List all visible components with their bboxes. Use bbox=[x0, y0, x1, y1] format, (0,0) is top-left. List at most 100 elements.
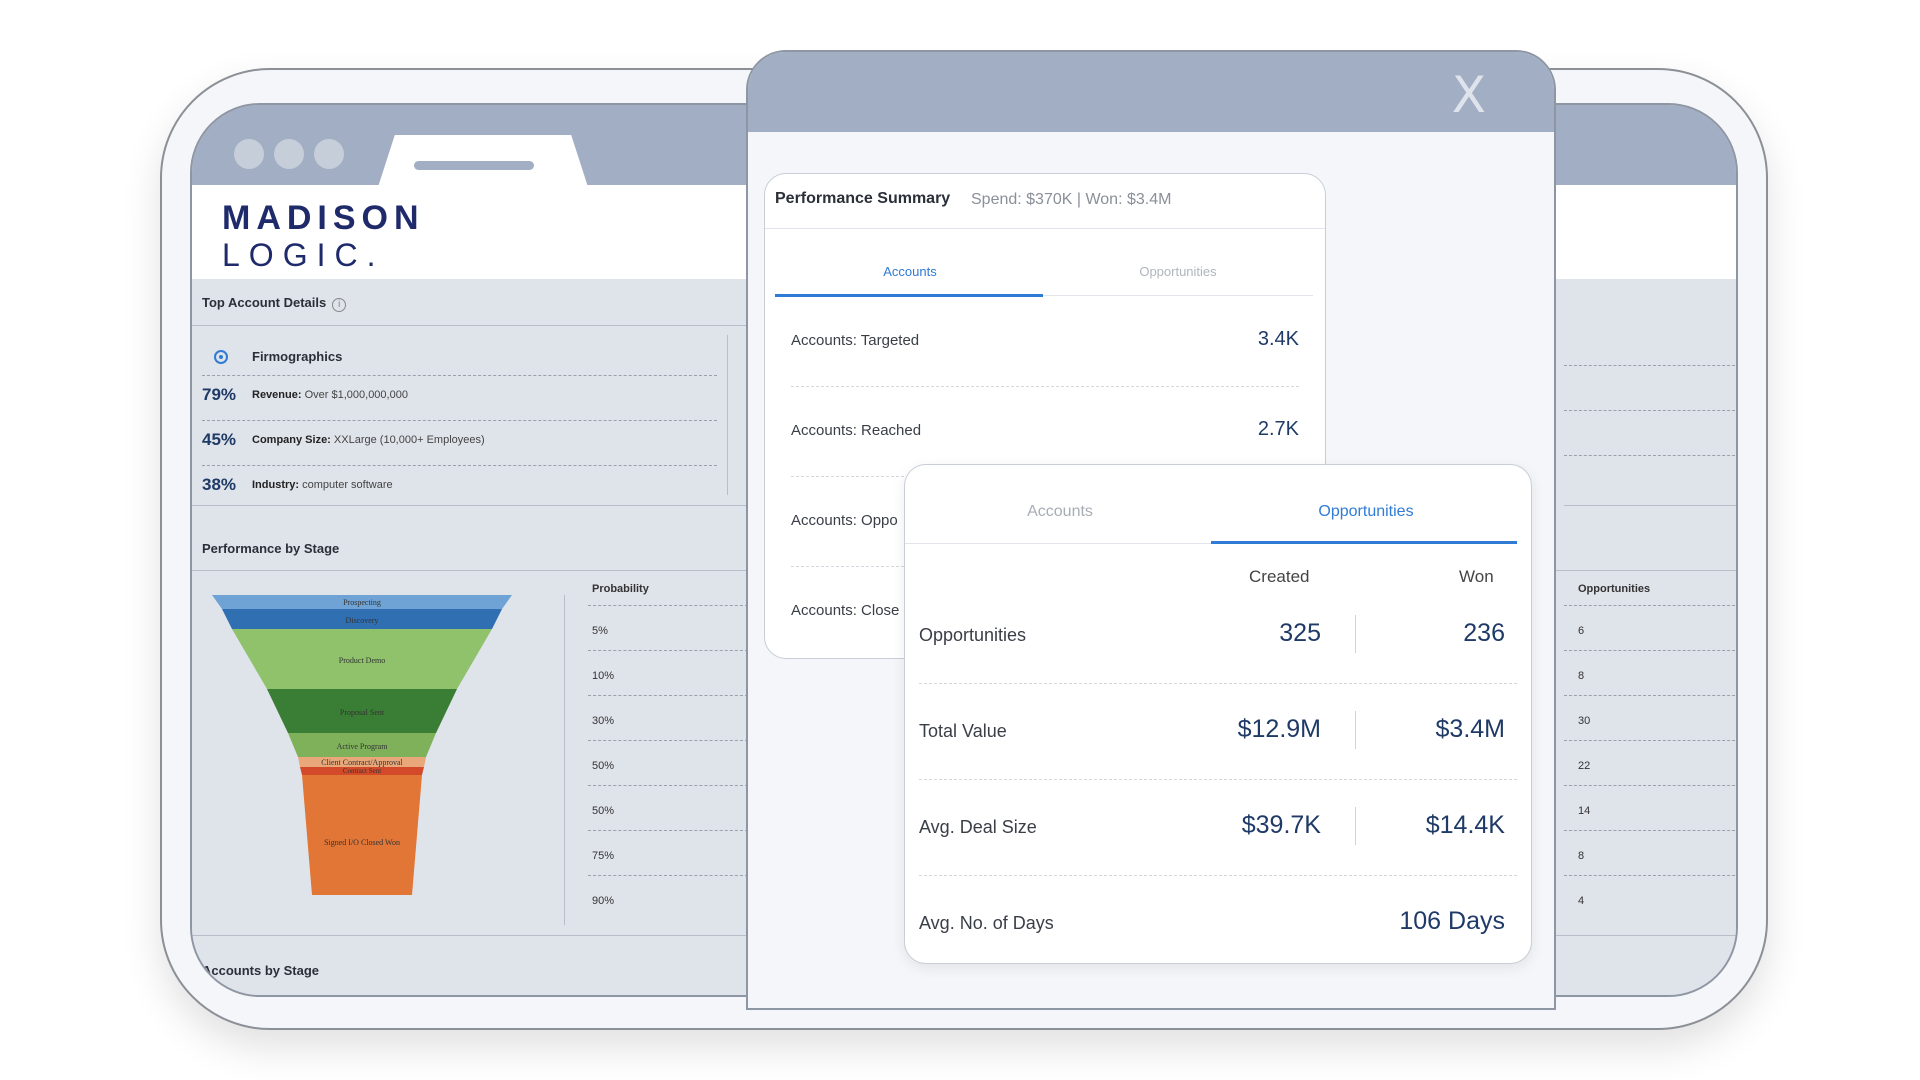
funnel-segment[interactable] bbox=[267, 689, 457, 733]
divider bbox=[1564, 505, 1736, 506]
summary-row-value: 2.7K bbox=[1257, 418, 1299, 440]
opp-created-value: $39.7K bbox=[1241, 811, 1321, 839]
funnel-segment[interactable] bbox=[302, 775, 422, 895]
opportunities-cell: 14 bbox=[1578, 805, 1591, 817]
opp-row-label: Opportunities bbox=[919, 625, 1027, 645]
divider bbox=[1564, 830, 1736, 831]
divider bbox=[765, 228, 1325, 229]
probability-cell: 50% bbox=[592, 760, 615, 772]
funnel-segment[interactable] bbox=[298, 757, 426, 767]
opp-row-label: Avg. Deal Size bbox=[919, 817, 1037, 837]
stage-funnel: Prospecting Discovery Product Demo Propo… bbox=[212, 595, 512, 895]
active-tab-indicator bbox=[1211, 541, 1517, 544]
divider bbox=[1564, 365, 1736, 366]
top-account-details-title: Top Account Details bbox=[202, 295, 327, 310]
funnel-segment[interactable] bbox=[300, 767, 424, 775]
funnel-label: Signed I/O Closed Won bbox=[324, 838, 400, 847]
divider bbox=[1564, 410, 1736, 411]
opportunities-header: Opportunities bbox=[1578, 583, 1651, 595]
divider bbox=[202, 465, 717, 466]
divider bbox=[588, 740, 748, 741]
modal-header: X bbox=[748, 52, 1554, 132]
window-dot-minimize[interactable] bbox=[274, 139, 304, 169]
divider bbox=[1564, 605, 1736, 606]
window-dot-maximize[interactable] bbox=[314, 139, 344, 169]
opportunities-cell: 30 bbox=[1578, 715, 1591, 727]
brand-logo-line1: MADISON bbox=[222, 199, 425, 237]
probability-cell: 50% bbox=[592, 805, 615, 817]
summary-row-value: 3.4K bbox=[1257, 328, 1299, 350]
divider bbox=[192, 325, 752, 326]
probability-cell: 75% bbox=[592, 850, 615, 862]
divider bbox=[1564, 695, 1736, 696]
divider-vertical bbox=[727, 335, 728, 495]
summary-row-label: Accounts: Reached bbox=[791, 422, 922, 439]
probability-cell: 30% bbox=[592, 715, 615, 727]
funnel-label: Prospecting bbox=[343, 598, 381, 607]
divider-vertical bbox=[1355, 807, 1356, 845]
close-icon[interactable]: X bbox=[1451, 66, 1486, 124]
opp-won-value: $3.4M bbox=[1435, 715, 1505, 743]
firmo-value: XXLarge (10,000+ Employees) bbox=[333, 434, 485, 446]
funnel-label: Discovery bbox=[346, 616, 379, 625]
summary-row-label: Accounts: Oppo bbox=[791, 512, 898, 529]
firmo-value: computer software bbox=[302, 479, 393, 491]
funnel-label: Product Demo bbox=[339, 656, 385, 665]
divider bbox=[1564, 875, 1736, 876]
firmo-pct: 45% bbox=[202, 430, 237, 449]
performance-summary-title: Performance Summary bbox=[775, 190, 951, 207]
firmo-detail: Revenue: Over $1,000,000,000 bbox=[252, 389, 408, 401]
opp-won-value: 236 bbox=[1463, 619, 1505, 647]
summary-row-label: Accounts: Targeted bbox=[791, 332, 920, 349]
opp-row-label: Avg. No. of Days bbox=[919, 913, 1054, 933]
divider bbox=[588, 605, 748, 606]
funnel-segment[interactable] bbox=[288, 733, 436, 757]
summary-row-label: Accounts: Close bbox=[791, 602, 900, 619]
won-column-header: Won bbox=[1459, 567, 1494, 586]
divider bbox=[791, 386, 1299, 387]
opp-created-value: 325 bbox=[1279, 619, 1321, 647]
tab-opportunities[interactable]: Opportunities bbox=[1318, 503, 1414, 520]
divider bbox=[1564, 455, 1736, 456]
divider bbox=[588, 785, 748, 786]
divider bbox=[192, 505, 752, 506]
divider bbox=[1564, 650, 1736, 651]
firmographics-label: Firmographics bbox=[252, 349, 343, 364]
opportunities-cell: 8 bbox=[1578, 850, 1585, 862]
funnel-segment[interactable] bbox=[222, 609, 502, 629]
probability-cell: 90% bbox=[592, 895, 615, 907]
divider bbox=[919, 683, 1517, 684]
divider bbox=[1564, 740, 1736, 741]
firmo-key: Company Size: bbox=[252, 434, 331, 446]
performance-by-stage-heading: Performance by Stage bbox=[202, 541, 340, 556]
opportunities-cell: 4 bbox=[1578, 895, 1585, 907]
probability-cell: 5% bbox=[592, 625, 608, 637]
divider bbox=[588, 650, 748, 651]
firmo-detail: Industry: computer software bbox=[252, 479, 393, 491]
tab-accounts[interactable]: Accounts bbox=[883, 264, 937, 279]
probability-header: Probability bbox=[592, 583, 649, 595]
tab-opportunities[interactable]: Opportunities bbox=[1139, 264, 1217, 279]
opportunities-cell: 8 bbox=[1578, 670, 1585, 682]
funnel-segment[interactable] bbox=[212, 595, 512, 609]
funnel-label: Active Program bbox=[337, 742, 389, 751]
firmo-key: Industry: bbox=[252, 479, 300, 491]
firmo-pct: 38% bbox=[202, 475, 237, 494]
info-icon[interactable]: i bbox=[332, 298, 347, 312]
brand-logo-line2: LOGIC. bbox=[222, 237, 385, 273]
created-column-header: Created bbox=[1249, 567, 1310, 586]
funnel-segment[interactable] bbox=[232, 629, 492, 689]
top-account-details-heading: Top Account Details i bbox=[202, 295, 347, 312]
opportunities-card: Accounts Opportunities Created Won Oppor… bbox=[904, 464, 1532, 964]
target-icon bbox=[214, 350, 228, 364]
opp-created-value: $12.9M bbox=[1237, 715, 1321, 743]
firmo-value: Over $1,000,000,000 bbox=[304, 389, 408, 401]
funnel-label: Contract Sent bbox=[343, 767, 381, 775]
divider bbox=[588, 875, 748, 876]
divider bbox=[905, 543, 1211, 544]
tab-accounts[interactable]: Accounts bbox=[1027, 503, 1093, 520]
window-dot-close[interactable] bbox=[234, 139, 264, 169]
firmo-detail: Company Size: XXLarge (10,000+ Employees… bbox=[252, 434, 485, 446]
funnel-label: Proposal Sent bbox=[340, 708, 385, 717]
probability-cell: 10% bbox=[592, 670, 615, 682]
